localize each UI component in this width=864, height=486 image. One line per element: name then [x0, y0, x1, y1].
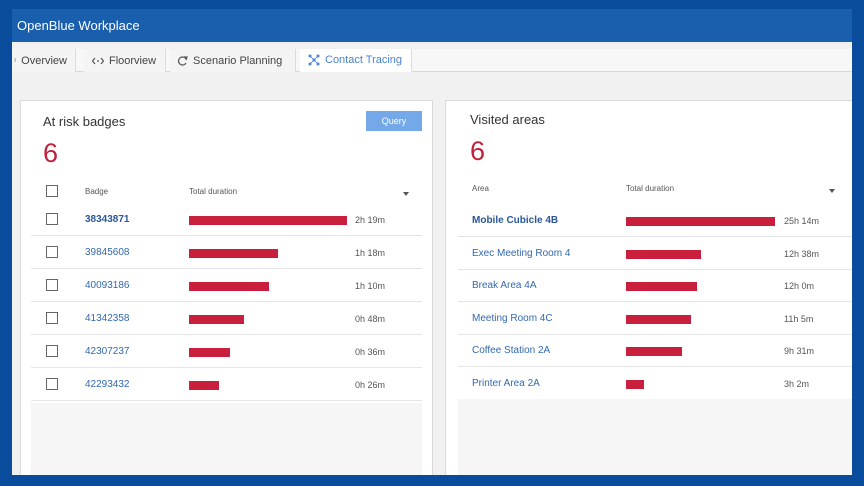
column-header-badge[interactable]: Badge	[85, 187, 109, 196]
table-row[interactable]: Printer Area 2A 3h 2m	[458, 367, 852, 400]
duration-bar	[189, 381, 219, 390]
table-row[interactable]: Meeting Room 4C 11h 5m	[458, 302, 852, 335]
tab-overview[interactable]: Overview	[12, 49, 76, 72]
duration-bar	[626, 249, 701, 259]
row-checkbox[interactable]	[46, 213, 58, 225]
tab-contact-tracing[interactable]: Contact Tracing	[300, 49, 412, 72]
pin-icon	[14, 58, 16, 63]
area-link[interactable]: Mobile Cubicle 4B	[472, 215, 559, 226]
area-link[interactable]: Meeting Room 4C	[472, 312, 553, 324]
duration-value: 0h 36m	[355, 347, 386, 357]
table-row[interactable]: Coffee Station 2A 9h 31m	[458, 334, 852, 367]
at-risk-badges-panel: At risk badges 6 Query Badge Total durat…	[20, 100, 433, 475]
duration-value: 11h 5m	[784, 313, 814, 324]
code-icon	[92, 57, 104, 64]
sort-icon[interactable]	[829, 189, 835, 193]
badge-link[interactable]: 39845608	[85, 247, 130, 258]
column-header-duration[interactable]: Total duration	[189, 187, 238, 196]
duration-value: 25h 14m	[784, 216, 820, 226]
badge-link[interactable]: 38343871	[85, 214, 130, 225]
panel-title: Visited areas	[470, 112, 545, 127]
table-row[interactable]: 39845608 1h 18m	[31, 236, 422, 269]
app-header: OpenBlue Workplace	[12, 9, 852, 42]
sort-icon[interactable]	[403, 192, 409, 196]
area-count: 6	[470, 136, 486, 166]
table-empty-area	[458, 399, 852, 475]
column-header-duration[interactable]: Total duration	[626, 184, 675, 193]
duration-value: 12h 38m	[784, 248, 820, 259]
badge-link[interactable]: 40093186	[85, 280, 130, 291]
area-link[interactable]: Coffee Station 2A	[472, 345, 551, 356]
duration-bar	[626, 217, 775, 226]
duration-bar	[626, 347, 683, 356]
duration-bar	[189, 216, 347, 225]
table-row[interactable]: Break Area 4A 12h 0m	[458, 269, 852, 302]
table-row[interactable]: 40093186 1h 10m	[31, 269, 422, 302]
row-checkbox[interactable]	[46, 312, 58, 324]
tab-label: Scenario Planning	[193, 54, 283, 67]
duration-bar	[189, 315, 244, 324]
network-icon	[308, 54, 320, 66]
badge-link[interactable]: 42307237	[85, 346, 130, 357]
duration-value: 1h 18m	[355, 248, 386, 258]
duration-value: 2h 19m	[355, 215, 386, 225]
visited-areas-panel: Visited areas 6 Area Total duration Mobi…	[445, 100, 852, 475]
tab-label: Overview	[21, 54, 67, 67]
duration-value: 0h 48m	[355, 314, 386, 324]
query-button[interactable]: Query	[366, 111, 422, 131]
duration-bar	[189, 282, 269, 291]
duration-bar	[189, 249, 278, 258]
tab-scenario-planning[interactable]: Scenario Planning	[170, 49, 296, 72]
badge-count: 6	[43, 138, 59, 168]
app-title: OpenBlue Workplace	[17, 18, 140, 33]
column-header-area[interactable]: Area	[472, 184, 489, 193]
tab-bar: Overview Floorview Scenario Planning Con…	[12, 49, 852, 72]
duration-bar	[189, 348, 230, 357]
duration-bar	[626, 379, 644, 389]
duration-value: 0h 26m	[355, 380, 386, 390]
tab-floorview[interactable]: Floorview	[84, 49, 166, 72]
tab-label: Contact Tracing	[325, 54, 403, 66]
row-checkbox[interactable]	[46, 246, 58, 258]
row-checkbox[interactable]	[46, 279, 58, 291]
duration-bar	[626, 314, 692, 324]
tab-label: Floorview	[109, 54, 157, 67]
table-row[interactable]: Mobile Cubicle 4B 25h 14m	[458, 204, 852, 237]
area-link[interactable]: Break Area 4A	[472, 280, 537, 291]
badge-link[interactable]: 42293432	[85, 379, 130, 390]
duration-value: 12h 0m	[784, 281, 815, 291]
duration-bar	[626, 282, 697, 291]
badge-link[interactable]: 41342358	[85, 313, 130, 324]
refresh-icon	[178, 55, 188, 66]
table-row[interactable]: 42293432 0h 26m	[31, 368, 422, 401]
table-row[interactable]: Exec Meeting Room 4 12h 38m	[458, 237, 852, 270]
row-checkbox[interactable]	[46, 378, 58, 390]
duration-value: 9h 31m	[784, 346, 815, 356]
duration-value: 3h 2m	[784, 378, 810, 389]
row-checkbox[interactable]	[46, 345, 58, 357]
table-row[interactable]: 41342358 0h 48m	[31, 302, 422, 335]
duration-value: 1h 10m	[355, 281, 386, 291]
app-window: OpenBlue Workplace Overview Floorview Sc…	[12, 9, 852, 475]
table-row[interactable]: 38343871 2h 19m	[31, 203, 422, 236]
select-all-checkbox[interactable]	[46, 185, 58, 197]
table-empty-area	[31, 403, 422, 475]
content-area: At risk badges 6 Query Badge Total durat…	[12, 72, 852, 475]
table-row[interactable]: 42307237 0h 36m	[31, 335, 422, 368]
area-link[interactable]: Exec Meeting Room 4	[472, 247, 571, 259]
area-link[interactable]: Printer Area 2A	[472, 377, 540, 389]
panel-title: At risk badges	[43, 114, 126, 129]
